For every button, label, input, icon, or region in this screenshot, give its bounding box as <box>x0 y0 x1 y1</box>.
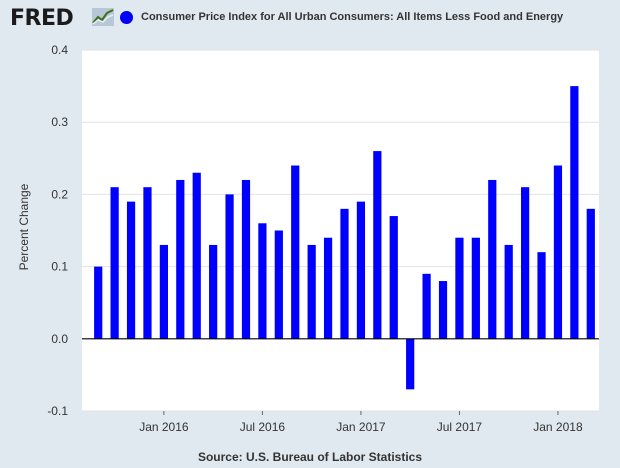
y-tick-label: 0.2 <box>51 187 68 201</box>
y-axis-label: Percent Change <box>17 183 31 271</box>
fred-logo: FRED <box>10 6 74 31</box>
chart-header: FRED Consumer Price Index for All Urban … <box>0 0 620 36</box>
bar[interactable] <box>159 244 168 339</box>
bar[interactable] <box>537 252 546 339</box>
legend-label: Consumer Price Index for All Urban Consu… <box>141 11 564 23</box>
bar[interactable] <box>291 165 300 339</box>
bar[interactable] <box>340 208 349 339</box>
x-tick-label: Jul 2016 <box>240 420 286 434</box>
y-tick-label: -0.1 <box>47 404 68 418</box>
y-axis-ticks: 0.4 0.3 0.2 0.1 0.0 -0.1 <box>47 43 68 418</box>
bar[interactable] <box>110 187 119 339</box>
bar[interactable] <box>176 179 185 339</box>
x-axis-ticks: Jan 2016 Jul 2016 Jan 2017 Jul 2017 Jan 2018 <box>139 411 583 434</box>
bar[interactable] <box>126 201 136 339</box>
bar[interactable] <box>488 179 497 339</box>
bar[interactable] <box>586 208 595 339</box>
bar[interactable] <box>438 281 448 339</box>
x-tick-label: Jul 2017 <box>437 420 483 434</box>
x-tick-label: Jan 2016 <box>139 420 189 434</box>
bar[interactable] <box>422 273 431 339</box>
bar[interactable] <box>504 244 513 339</box>
gridlines <box>82 49 599 412</box>
bar[interactable] <box>225 194 234 339</box>
bar[interactable] <box>143 187 152 339</box>
legend-marker <box>120 11 133 24</box>
y-tick-label: 0.3 <box>51 115 68 129</box>
fred-chart-icon <box>92 8 114 26</box>
y-tick-label: 0.0 <box>51 332 68 346</box>
source-note: Source: U.S. Bureau of Labor Statistics <box>197 450 423 464</box>
y-tick-label: 0.4 <box>51 43 68 57</box>
bar[interactable] <box>356 201 366 339</box>
bar[interactable] <box>471 237 480 339</box>
bar[interactable] <box>307 244 316 339</box>
bar-chart: 0.40.30.20.10.0-0.1 Jan 2016 Jul 2016 Jan … <box>47 43 599 434</box>
bar[interactable] <box>406 338 415 390</box>
bar[interactable] <box>323 237 333 339</box>
x-tick-label: Jan 2017 <box>336 420 386 434</box>
bar[interactable] <box>274 230 283 339</box>
bar[interactable] <box>553 165 563 339</box>
bar[interactable] <box>258 223 267 339</box>
bars <box>94 86 595 390</box>
x-tick-label: Jan 2018 <box>533 420 583 434</box>
bar[interactable] <box>521 187 530 339</box>
bar[interactable] <box>209 244 218 339</box>
bar[interactable] <box>389 216 398 339</box>
bar[interactable] <box>94 266 103 339</box>
bar[interactable] <box>192 172 201 339</box>
bar[interactable] <box>455 237 464 339</box>
bar[interactable] <box>570 86 579 339</box>
y-tick-label: 0.1 <box>51 260 68 274</box>
bar[interactable] <box>241 179 251 339</box>
bar[interactable] <box>373 151 382 339</box>
